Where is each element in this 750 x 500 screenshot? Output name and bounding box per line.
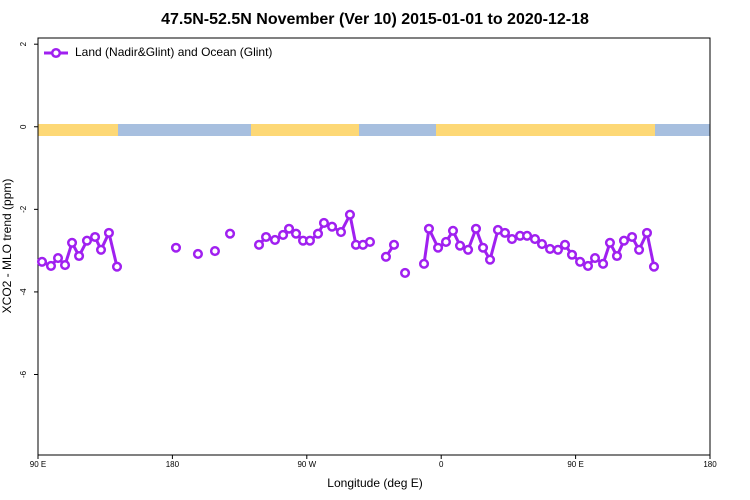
data-point [312,228,324,239]
data-point [335,226,347,238]
data-point [423,223,435,234]
data-point [192,248,203,259]
data-point [582,260,594,271]
data-point [304,235,315,246]
data-point [463,244,474,255]
data-point [634,244,645,255]
data-point [344,209,356,220]
data-point [278,229,289,240]
data-point [575,256,586,267]
land-ocean-strip [38,124,710,136]
data-point [380,251,391,262]
data-point [477,242,489,253]
data-point [470,223,482,234]
x-tick-label: 180 [703,460,717,469]
data-point [111,261,123,272]
data-point [529,234,541,245]
data-point [52,253,64,264]
data-point [611,250,623,262]
ocean-band [118,124,251,136]
data-point [598,258,609,269]
data-point [566,249,578,260]
data-point [641,227,653,238]
x-tick-label: 90 E [567,460,583,469]
data-point [95,244,107,255]
data-point [454,240,466,251]
data-point [74,250,85,262]
data-point [626,231,638,243]
x-tick-label: 180 [166,460,180,469]
data-point [45,260,57,271]
x-tick-label: 90 W [297,460,316,469]
data-point [552,244,564,255]
legend-marker [50,47,62,59]
data-point [59,260,71,271]
x-tick-label: 0 [439,460,444,469]
data-point [260,231,272,243]
data-point [253,239,265,250]
data-point [618,235,630,246]
legend-label: Land (Nadir&Glint) and Ocean (Glint) [75,45,272,59]
land-band [436,124,655,136]
data-point [604,237,615,248]
data-point [545,243,556,255]
data-point [269,234,281,245]
data-point [290,228,302,239]
data-point [66,237,78,248]
data-point [283,223,295,234]
data-point [400,267,411,278]
data-point [89,231,101,243]
data-point [418,258,430,269]
data-point [81,235,93,246]
y-tick-label: -6 [19,370,28,378]
x-tick-label: 90 E [30,460,46,469]
y-tick-label: 2 [19,41,28,46]
data-point [209,245,221,257]
y-tick-label: 0 [19,124,28,129]
data-point [447,225,459,236]
data-point [433,242,444,253]
data-point [440,236,452,248]
data-point [536,238,548,250]
y-tick-label: -4 [19,288,28,296]
data-point [103,227,114,238]
y-tick-label: -2 [19,205,28,213]
chart-title: 47.5N-52.5N November (Ver 10) 2015-01-01… [161,11,589,28]
data-point [388,239,400,250]
data-point [326,221,338,232]
y-axis-label: XCO2 - MLO trend (ppm) [0,179,14,314]
x-axis-label: Longitude (deg E) [327,476,422,490]
data-point [559,239,571,250]
data-point [506,234,518,245]
data-point [648,261,660,272]
data-point [318,217,330,229]
data-point [224,228,236,239]
data-point [170,242,182,253]
land-band [251,124,359,136]
data-point [499,227,511,238]
ocean-band [359,124,436,136]
data-point [522,230,533,241]
land-band [38,124,118,136]
plot-frame [37,37,711,456]
data-point [364,236,376,248]
ocean-band [655,124,710,136]
data-point [589,253,601,264]
data-point [484,254,496,265]
data-point [36,256,48,267]
